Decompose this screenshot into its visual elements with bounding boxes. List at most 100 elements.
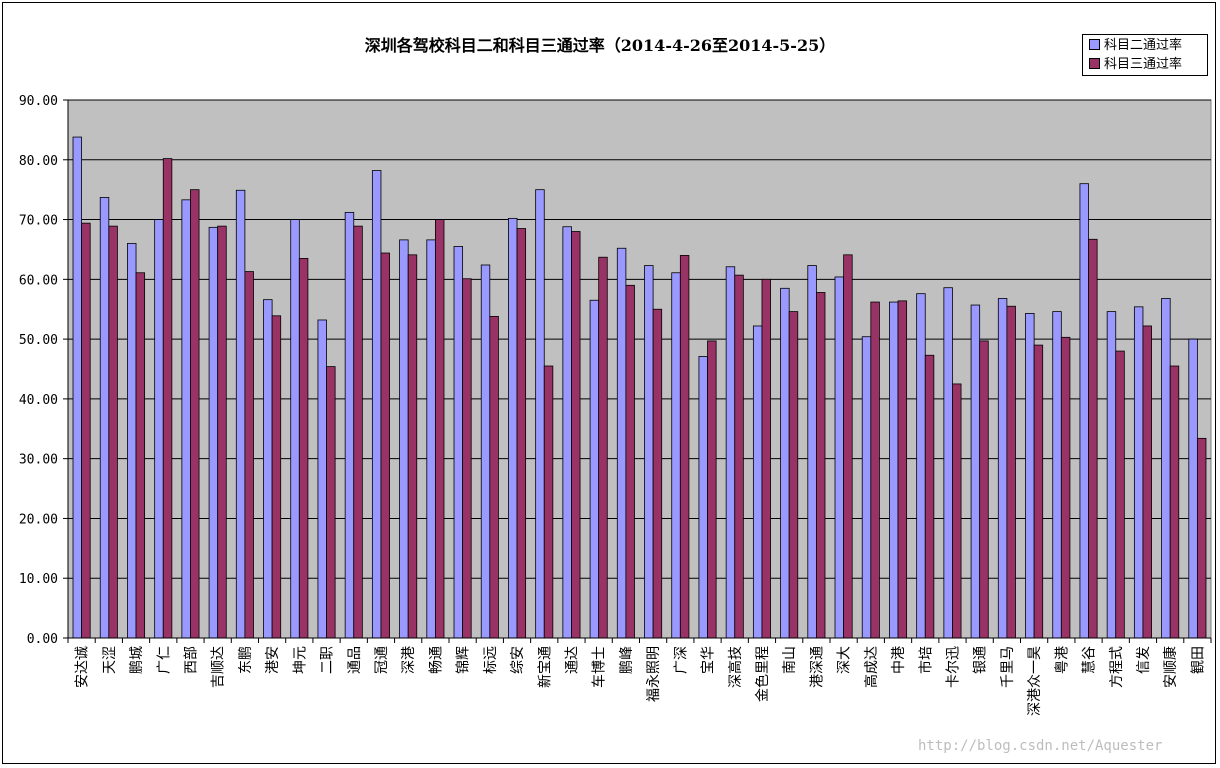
bar-series-1 [698, 356, 708, 639]
xtick-label: 信发 [1136, 646, 1152, 674]
bar-series-2 [707, 340, 717, 639]
bar-series-2 [244, 271, 254, 639]
bar-series-1 [535, 189, 545, 639]
bar-series-2 [1142, 325, 1152, 639]
xtick-label: 二职 [320, 646, 336, 674]
xtick-label: 卡尔迅 [945, 646, 961, 688]
xtick-label: 粤港 [1054, 646, 1070, 674]
bar-series-1 [916, 293, 926, 639]
bar-series-1 [671, 272, 681, 639]
bar-series-1 [426, 239, 436, 639]
bar-series-2 [407, 254, 418, 639]
xtick-label: 金色里程 [754, 646, 771, 702]
chart-title: 深圳各驾校科目二和科目三通过率（2014-4-26至2014-5-25） [364, 36, 836, 55]
ytick-label: 30.00 [19, 453, 58, 468]
bar-series-1 [1025, 313, 1035, 639]
ytick-label: 60.00 [19, 273, 58, 288]
xtick-label: 通达 [564, 646, 580, 674]
bar-series-2 [353, 225, 363, 639]
bar-series-2 [434, 219, 445, 639]
bar-series-1 [861, 336, 872, 639]
xtick-label: 南山 [782, 646, 798, 674]
xtick-label: 天涩 [102, 646, 118, 674]
bar-series-1 [644, 265, 654, 639]
legend-swatch-series-2 [1089, 58, 1100, 69]
bar-series-1 [1133, 306, 1144, 639]
bar-series-2 [1196, 437, 1207, 639]
plot-area [67, 99, 1212, 639]
xtick-label: 千里马 [1000, 646, 1016, 688]
xtick-label: 鹏城 [129, 646, 145, 674]
bar-series-2 [952, 383, 962, 639]
bar-series-1 [480, 264, 491, 639]
ytick-label: 90.00 [19, 94, 58, 109]
bar-series-1 [127, 243, 137, 639]
xtick-label: 银通 [973, 646, 989, 674]
bar-series-2 [652, 308, 663, 639]
bar-series-2 [1033, 344, 1044, 639]
bar-series-2 [326, 366, 336, 639]
legend-label-series-2: 科目三通过率 [1104, 57, 1183, 72]
bar-series-2 [162, 158, 173, 639]
bar-series-1 [1079, 183, 1089, 639]
xtick-label: 深港众一昊 [1027, 646, 1043, 716]
bar-series-2 [190, 189, 200, 639]
bar-series-2 [1060, 336, 1071, 639]
xtick-label: 観田 [1189, 646, 1206, 674]
bar-series-2 [217, 225, 227, 639]
bar-series-1 [807, 265, 817, 639]
xtick-label: 新宝通 [537, 646, 553, 688]
xtick-label: 安顺康 [1162, 646, 1179, 688]
xtick-label: 综安 [510, 646, 526, 674]
bar-series-2 [788, 311, 799, 639]
legend-item-series-2: 科目三通过率 [1089, 56, 1182, 74]
bar-series-1 [780, 287, 790, 639]
bar-series-1 [453, 246, 464, 639]
bar-series-2 [108, 225, 118, 639]
bar-series-2 [298, 258, 309, 639]
xtick-label: 深高技 [727, 646, 744, 688]
legend-label-series-1: 科目二通过率 [1104, 38, 1183, 53]
bar-series-2 [1169, 365, 1180, 639]
bar-series-1 [752, 325, 763, 639]
xtick-label: 标远 [483, 646, 499, 674]
bar-series-2 [271, 315, 282, 639]
bar-series-1 [725, 266, 736, 639]
bar-series-2 [897, 300, 908, 639]
bar-series-2 [1088, 238, 1098, 639]
bar-series-1 [970, 304, 981, 639]
bar-series-2 [380, 252, 390, 639]
xtick-label: 东鹏 [238, 646, 254, 674]
bar-series-2 [81, 222, 91, 639]
bar-series-1 [290, 219, 300, 639]
bar-series-2 [1115, 350, 1125, 639]
bar-series-1 [371, 170, 382, 639]
xtick-label: 慧谷 [1082, 646, 1098, 674]
bar-series-2 [489, 315, 499, 639]
xtick-label: 港安 [265, 646, 281, 674]
xtick-label: 锦辉 [455, 646, 472, 674]
bar-series-1 [263, 299, 273, 639]
ytick-label: 80.00 [19, 154, 58, 169]
bar-series-2 [979, 340, 989, 639]
xtick-label: 方程式 [1109, 646, 1125, 688]
ytick-label: 40.00 [19, 393, 58, 408]
legend: 科目二通过率 科目三通过率 [1082, 34, 1208, 76]
bar-series-2 [516, 228, 527, 639]
bar-series-1 [317, 319, 327, 639]
bar-series-2 [924, 354, 935, 639]
bar-series-1 [1106, 311, 1117, 639]
bar-series-2 [734, 274, 744, 639]
legend-swatch-series-1 [1089, 39, 1100, 50]
bar-series-1 [344, 211, 355, 639]
xtick-label: 鹏峰 [619, 646, 635, 674]
bar-series-2 [543, 365, 554, 639]
legend-item-series-1: 科目二通过率 [1089, 37, 1182, 55]
ytick-label: 10.00 [19, 572, 58, 587]
bar-series-1 [99, 197, 110, 639]
bar-series-1 [72, 136, 83, 639]
bar-series-2 [625, 284, 635, 639]
bar-series-2 [598, 256, 608, 639]
ytick-label: 20.00 [19, 512, 58, 527]
bar-series-1 [399, 239, 409, 639]
